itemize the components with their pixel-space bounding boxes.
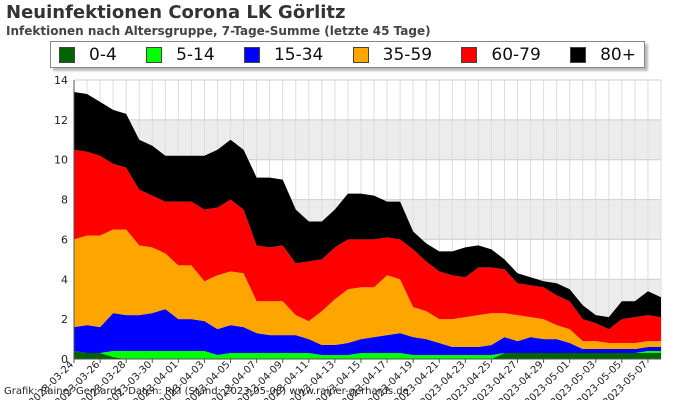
legend-swatch-60-79 bbox=[461, 46, 478, 63]
legend-swatch-80-plus bbox=[570, 46, 587, 63]
y-tick-label: 8 bbox=[61, 194, 68, 207]
area-series-80-plus bbox=[74, 91, 661, 330]
legend-item-0-4: 0-4 bbox=[59, 45, 117, 65]
legend-item-60-79: 60-79 bbox=[461, 44, 541, 65]
legend-item-35-59: 35-59 bbox=[352, 44, 433, 65]
chart-subtitle: Infektionen nach Altersgruppe, 7-Tage-Su… bbox=[6, 24, 431, 38]
chart-footer: Grafik: Rainer Gerhards, Daten: RKI (Sta… bbox=[4, 386, 409, 397]
legend-swatch-0-4 bbox=[59, 46, 75, 63]
legend-label-5-14: 5-14 bbox=[176, 44, 215, 65]
area-series-35-59 bbox=[74, 229, 661, 350]
legend-swatch-35-59 bbox=[352, 46, 369, 63]
plot-band bbox=[74, 80, 661, 120]
legend-swatch-5-14 bbox=[146, 46, 163, 63]
y-tick-label: 12 bbox=[54, 114, 68, 127]
area-series-5-14 bbox=[74, 351, 661, 359]
legend-label-15-34: 15-34 bbox=[273, 44, 324, 65]
legend-label-0-4: 0-4 bbox=[89, 44, 117, 65]
legend-label-60-79: 60-79 bbox=[491, 44, 541, 65]
legend-label-80-plus: 80+ bbox=[600, 44, 636, 65]
y-tick-label: 14 bbox=[54, 74, 68, 87]
y-tick-label: 0 bbox=[61, 353, 68, 366]
legend-label-35-59: 35-59 bbox=[382, 44, 433, 65]
y-tick-label: 4 bbox=[61, 273, 68, 286]
y-tick-label: 6 bbox=[61, 233, 68, 246]
chart-title: Neuinfektionen Corona LK Görlitz bbox=[6, 2, 346, 23]
y-tick-label: 2 bbox=[61, 313, 68, 326]
legend-item-80-plus: 80+ bbox=[570, 45, 636, 65]
area-series-60-79 bbox=[74, 149, 661, 344]
legend: 0-4 5-14 15-34 35-59 60-79 80+ bbox=[50, 41, 645, 68]
legend-item-15-34: 15-34 bbox=[243, 44, 324, 65]
y-tick-label: 10 bbox=[54, 154, 68, 167]
legend-swatch-15-34 bbox=[243, 46, 260, 63]
area-series-15-34 bbox=[74, 309, 661, 356]
plot-band bbox=[74, 119, 661, 160]
legend-item-5-14: 5-14 bbox=[146, 45, 215, 65]
